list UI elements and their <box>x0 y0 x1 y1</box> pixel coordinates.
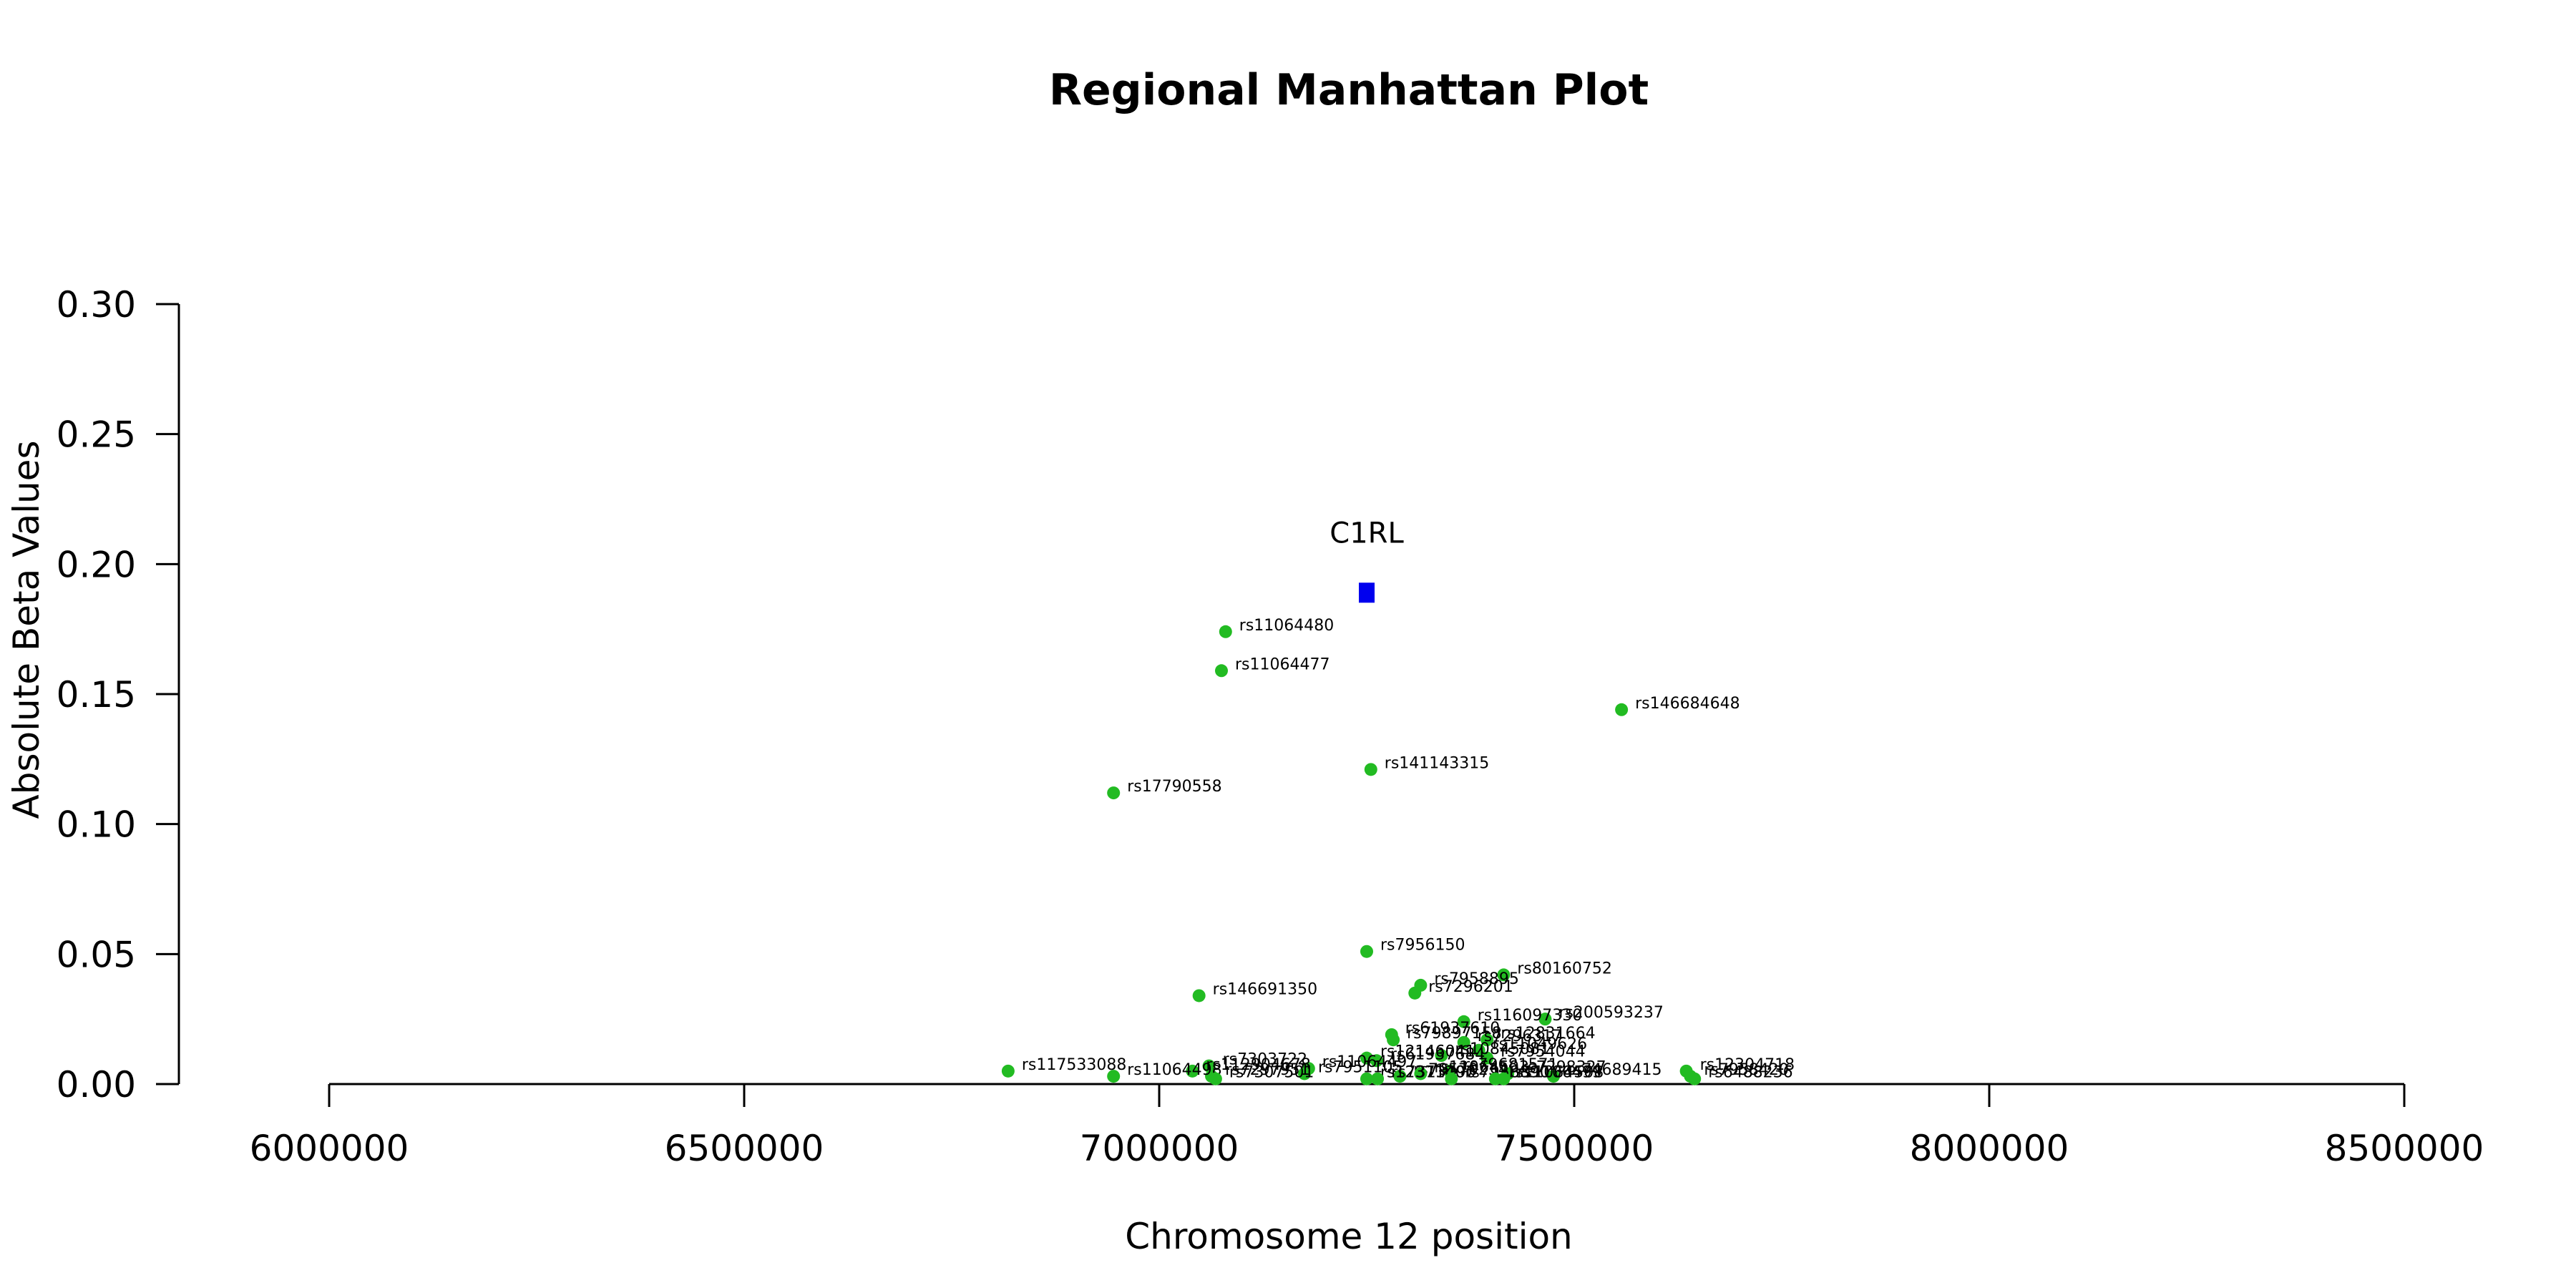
snp-point <box>1364 763 1377 776</box>
y-tick-label: 0.25 <box>57 414 136 456</box>
snp-label: rs11064497 <box>1322 1053 1417 1071</box>
snp-point <box>1219 625 1232 638</box>
snp-point <box>1360 1072 1373 1085</box>
snp-label: rs12831664 <box>1501 1025 1595 1043</box>
snp-point <box>1107 786 1121 800</box>
snp-label: rs117533088 <box>1022 1056 1126 1074</box>
snp-point <box>1387 1033 1400 1047</box>
snp-label: rs80160752 <box>1517 960 1611 977</box>
snp-point <box>1186 1064 1199 1078</box>
gene-label: C1RL <box>1330 517 1404 550</box>
snp-points: rs11064480 rs11064477 rs146684648 rs1411433… <box>1001 617 1795 1085</box>
snp-point <box>1298 1067 1311 1080</box>
chart-title: Regional Manhattan Plot <box>1049 65 1649 115</box>
snp-label: rs141143315 <box>1385 754 1489 772</box>
snp-point <box>1393 1070 1407 1083</box>
snp-point <box>1371 1072 1385 1085</box>
snp-point <box>1001 1064 1015 1078</box>
snp-point <box>1497 1072 1511 1085</box>
snp-point <box>1480 1033 1494 1047</box>
snp-label: rs7296201 <box>1428 978 1513 996</box>
snp-label: rs1106499 <box>1517 1064 1602 1082</box>
y-tick-label: 0.10 <box>57 804 136 846</box>
snp-point <box>1360 1051 1373 1065</box>
x-tick-label: 6500000 <box>665 1128 824 1169</box>
snp-label: rs146684648 <box>1635 695 1740 713</box>
snp-label: rs6488236 <box>1708 1064 1793 1082</box>
snp-point <box>1215 664 1228 678</box>
snp-point <box>1615 703 1629 716</box>
snp-point <box>1445 1072 1458 1085</box>
snp-label: rs7958895 <box>1434 970 1518 988</box>
y-tick-label: 0.00 <box>57 1064 136 1106</box>
x-axis-label: Chromosome 12 position <box>1125 1216 1573 1257</box>
snp-label: rs11064508 <box>1509 1064 1604 1082</box>
y-tick-label: 0.20 <box>57 544 136 585</box>
snp-label: rs17790558 <box>1127 778 1221 796</box>
snp-label: rs7297951 <box>1225 1061 1310 1079</box>
snp-point <box>1360 945 1373 958</box>
snp-label: rs11064477 <box>1235 655 1330 673</box>
snp-label: rs12371407 <box>1380 1064 1475 1082</box>
y-tick-label: 0.15 <box>57 674 136 716</box>
snp-label: rs11064480 <box>1239 617 1334 635</box>
snp-label: rs200593237 <box>1558 1004 1663 1022</box>
snp-point <box>1408 986 1422 1000</box>
snp-point <box>1209 1072 1222 1085</box>
snp-point <box>1192 989 1206 1002</box>
snp-label: rs7313790 <box>1391 1064 1476 1082</box>
y-tick-label: 0.05 <box>57 934 136 975</box>
y-axis-label: Absolute Beta Values <box>6 441 47 819</box>
snp-point <box>1547 1070 1560 1083</box>
snp-point <box>1472 1043 1485 1057</box>
snp-label: rs116097330 <box>1478 1007 1582 1025</box>
snp-label: rs11064498 <box>1127 1061 1221 1079</box>
snp-point <box>1107 1070 1121 1083</box>
x-axis-ticks: 6000000 6500000 7000000 7500000 8000000 85000… <box>250 1084 2484 1169</box>
snp-label: rs12304718 <box>1700 1056 1795 1074</box>
snp-point <box>1497 968 1511 982</box>
snp-label: rs7951105 <box>1318 1058 1403 1076</box>
x-tick-label: 6000000 <box>250 1128 409 1169</box>
y-tick-label: 0.30 <box>57 284 136 326</box>
snp-label: rs7303722 <box>1223 1051 1308 1069</box>
snp-point <box>1457 1015 1470 1028</box>
gene-marker <box>1359 582 1375 603</box>
snp-label: rs7958420 <box>1704 1061 1789 1079</box>
snp-label: rs12146041 <box>1380 1043 1475 1061</box>
snp-label: rs61937684 <box>1390 1045 1485 1063</box>
snp-point <box>1435 1049 1448 1063</box>
snp-point <box>1480 1051 1494 1065</box>
snp-label: rs7307501 <box>1229 1064 1314 1082</box>
snp-point <box>1202 1059 1216 1073</box>
snp-label: rs7298327 <box>1521 1058 1606 1076</box>
snp-point <box>1688 1072 1702 1085</box>
x-tick-label: 7000000 <box>1080 1128 1239 1169</box>
snp-point <box>1457 1035 1470 1049</box>
x-tick-label: 8000000 <box>1910 1128 2069 1169</box>
snp-label: rs11049626 <box>1493 1035 1587 1053</box>
snp-label: rs10845081 <box>1455 1040 1549 1058</box>
snp-label: rs7296317 <box>1478 1028 1563 1045</box>
gene-marker-group: C1RL <box>1330 517 1404 603</box>
snp-label: rs146691350 <box>1213 980 1317 998</box>
snp-point <box>1538 1013 1552 1026</box>
y-axis-ticks: 0.00 0.05 0.10 0.15 0.20 0.25 0.30 <box>57 284 179 1106</box>
snp-label: rs7956150 <box>1380 937 1465 955</box>
x-tick-label: 7500000 <box>1495 1128 1654 1169</box>
snp-label: rs74689415 <box>1567 1061 1662 1079</box>
snp-label: rs7954044 <box>1501 1043 1586 1061</box>
snp-label: rs112904678 <box>1206 1056 1310 1074</box>
x-tick-label: 8500000 <box>2325 1128 2484 1169</box>
snp-point <box>1370 1054 1383 1068</box>
snp-point <box>1414 1067 1428 1080</box>
